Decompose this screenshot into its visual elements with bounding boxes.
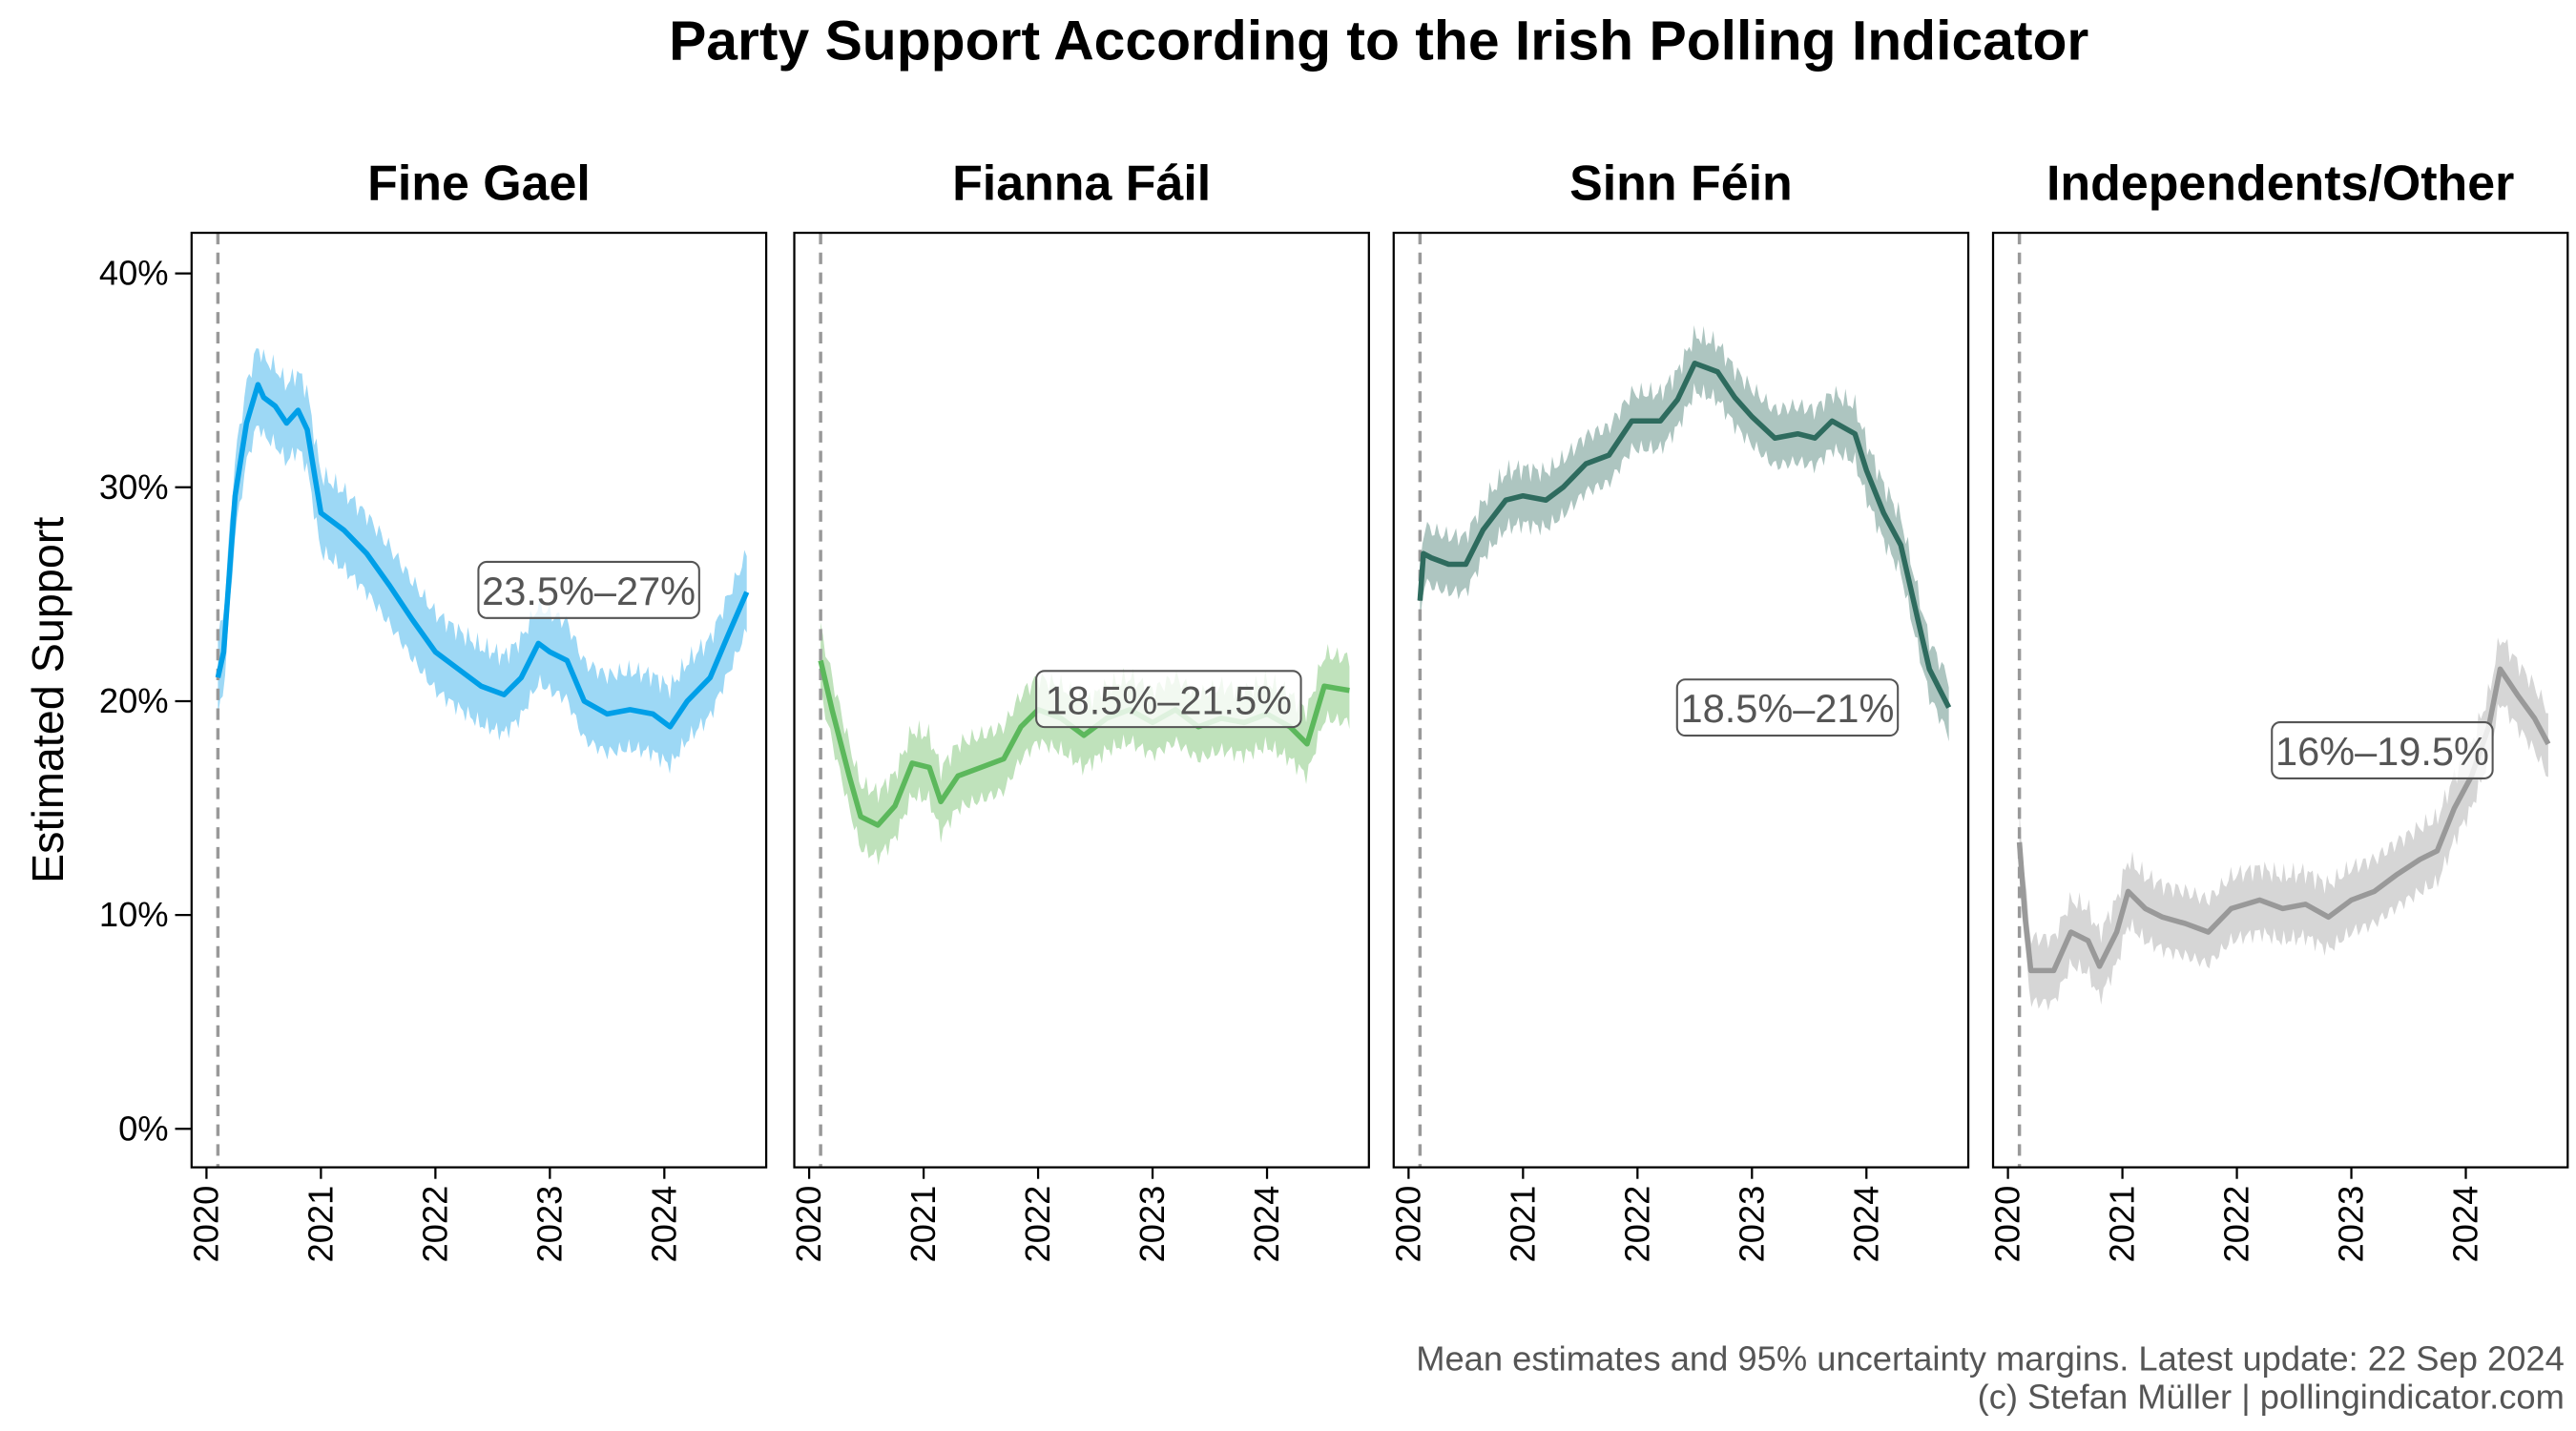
range-label-box xyxy=(1035,670,1302,729)
range-label: 23.5%–27% xyxy=(477,560,700,619)
x-tick-label: 2024 xyxy=(1247,1186,1286,1263)
panel-title: Fine Gael xyxy=(367,156,591,211)
x-tick-label: 2022 xyxy=(1617,1186,1656,1263)
x-tick-label: 2021 xyxy=(904,1186,943,1263)
x-tick-label: 2022 xyxy=(1018,1186,1057,1263)
range-label: 18.5%–21.5% xyxy=(1035,670,1302,729)
x-tick-label: 2024 xyxy=(2446,1186,2485,1263)
uncertainty-band xyxy=(2019,637,2548,1011)
x-tick-label: 2020 xyxy=(187,1186,226,1263)
range-label-text: 18.5%–21.5% xyxy=(1046,677,1293,722)
mean-estimate-line xyxy=(1417,360,1952,709)
range-label: 16%–19.5% xyxy=(2271,721,2494,779)
panel-title: Sinn Féin xyxy=(1569,156,1793,211)
range-label-text: 18.5%–21% xyxy=(1681,686,1895,731)
x-tick-label: 2020 xyxy=(789,1186,828,1263)
panel-title: Independents/Other xyxy=(2046,156,2514,211)
y-tick-label: 20% xyxy=(99,681,169,720)
uncertainty-band xyxy=(1420,324,1949,742)
x-tick-label: 2021 xyxy=(1503,1186,1542,1263)
panels: 0% 10% 20% 30% 40% Fine Gael 2020 2021 2022 2023 2… xyxy=(99,156,2569,1263)
x-tick-label: 2023 xyxy=(530,1186,569,1263)
y-tick-label: 10% xyxy=(99,895,169,934)
x-tick-label: 2023 xyxy=(2332,1186,2371,1263)
range-label: 18.5%–21% xyxy=(1675,678,1900,737)
panel-fine-gael: Fine Gael 2020 2021 2022 2023 2024 23.5%–27% xyxy=(187,156,768,1263)
range-label-text: 16%–19.5% xyxy=(2275,729,2489,774)
range-label-text: 23.5%–27% xyxy=(482,569,696,613)
x-tick-label: 2024 xyxy=(1846,1186,1885,1263)
x-tick-label: 2021 xyxy=(301,1186,341,1263)
panel-title: Fianna Fáil xyxy=(952,156,1211,211)
y-tick-label: 40% xyxy=(99,254,169,293)
panel-sinn-f-in: Sinn Féin 2020 2021 2022 2023 2024 18.5%–21% xyxy=(1388,156,1970,1263)
panel-frame xyxy=(190,231,768,1169)
x-tick-label: 2022 xyxy=(2217,1186,2256,1263)
caption-line-1: Mean estimates and 95% uncertainty margi… xyxy=(1416,1338,2565,1378)
x-tick-label: 2023 xyxy=(1732,1186,1771,1263)
y-tick-label: 0% xyxy=(118,1109,169,1148)
x-tick-label: 2021 xyxy=(2103,1186,2142,1263)
x-tick-label: 2023 xyxy=(1132,1186,1172,1263)
x-tick-label: 2022 xyxy=(415,1186,454,1263)
panel-fianna-f-il: Fianna Fáil 2020 2021 2022 2023 2024 18.5%–21.… xyxy=(789,156,1370,1263)
chart-title: Party Support According to the Irish Pol… xyxy=(669,10,2088,72)
y-axis-label: Estimated Support xyxy=(23,517,73,883)
range-label-box xyxy=(2271,721,2494,779)
x-tick-label: 2020 xyxy=(1988,1186,2027,1263)
panel-independents-other: Independents/Other 2020 2021 2022 2023 2024 16… xyxy=(1988,156,2569,1263)
mean-estimate-line xyxy=(215,382,750,730)
caption-line-2: (c) Stefan Müller | pollingindicator.com xyxy=(1978,1377,2565,1416)
panel-frame xyxy=(793,231,1370,1169)
range-label-box xyxy=(477,560,700,619)
uncertainty-band xyxy=(821,622,1350,865)
range-label-box xyxy=(1675,678,1900,737)
x-tick-label: 2020 xyxy=(1388,1186,1427,1263)
y-tick-label: 30% xyxy=(99,467,169,507)
x-tick-label: 2024 xyxy=(644,1186,683,1263)
panel-frame xyxy=(1392,231,1970,1169)
panel-frame xyxy=(1991,231,2569,1169)
